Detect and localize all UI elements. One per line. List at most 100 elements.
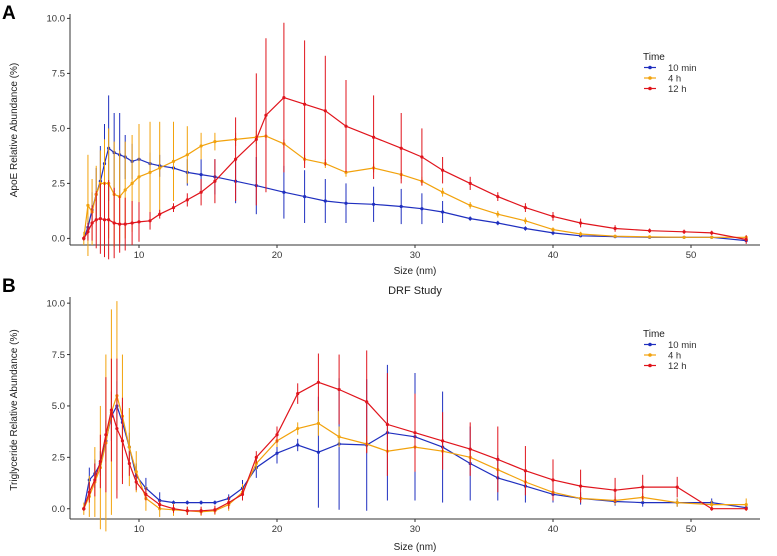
y-tick-label-b: 5.0: [52, 401, 65, 412]
y-ticks-b: 0.0 2.5 5.0 7.5 10.0: [47, 298, 70, 515]
data-point: [710, 235, 714, 239]
legend-swatch-point: [648, 65, 652, 70]
data-point: [213, 179, 217, 183]
data-point: [316, 421, 320, 426]
y-tick-label-b: 2.5: [52, 453, 65, 464]
series-group-b: [82, 301, 748, 532]
data-point: [185, 198, 189, 202]
data-point: [523, 469, 528, 473]
data-point: [641, 500, 645, 505]
data-point: [413, 431, 417, 435]
data-point: [579, 484, 583, 488]
data-point: [441, 168, 445, 172]
data-point: [385, 422, 389, 427]
data-point: [641, 485, 645, 489]
x-tick-label-a: 20: [272, 250, 283, 261]
data-point: [127, 461, 131, 466]
data-point: [102, 218, 107, 222]
chart-panel-b: DRF Study 10 20 30 40 50 0.0 2.5 5.0 7.5 10.0 Si…: [9, 285, 760, 553]
data-point: [420, 207, 424, 211]
x-tick-label-b: 30: [410, 524, 421, 535]
data-point: [710, 507, 714, 511]
data-point: [199, 190, 203, 194]
y-axis-label-a: ApoE Relative Abundance (%): [9, 63, 20, 198]
data-point: [344, 201, 348, 205]
data-point: [399, 204, 403, 209]
data-point: [744, 507, 748, 511]
data-point: [158, 503, 162, 507]
data-point: [158, 212, 162, 216]
data-point: [303, 102, 307, 106]
legend-label: 4 h: [668, 74, 681, 85]
data-point: [468, 181, 472, 185]
data-point: [710, 231, 714, 235]
data-point: [185, 153, 189, 157]
data-point: [109, 408, 113, 412]
chart-panel-a: 10 20 30 40 50 0.0 2.5 5.0 7.5 10.0 Size (nm) Ap…: [9, 14, 760, 277]
data-point: [441, 210, 445, 214]
data-point: [123, 222, 127, 226]
data-point: [275, 433, 279, 437]
data-point: [337, 435, 341, 439]
data-point: [127, 445, 131, 449]
data-point: [344, 124, 348, 128]
series-group-a: [82, 22, 748, 260]
x-tick-label-b: 20: [272, 524, 283, 535]
y-tick-label-a: 10.0: [47, 14, 66, 25]
data-point: [86, 230, 90, 234]
data-point: [296, 426, 300, 431]
data-point: [523, 219, 528, 223]
legend-swatch-point: [648, 76, 652, 80]
x-ticks-b: 10 20 30 40 50: [134, 519, 697, 535]
data-point: [227, 500, 231, 505]
data-point: [120, 439, 125, 443]
data-point: [240, 492, 245, 496]
data-point: [441, 439, 445, 443]
data-point: [682, 230, 686, 234]
data-point: [213, 508, 217, 512]
series-12h-a: [82, 22, 748, 260]
data-point: [93, 478, 97, 482]
legend-swatch-point: [648, 86, 652, 91]
data-point: [171, 159, 176, 163]
data-point: [86, 203, 90, 207]
data-point: [316, 380, 320, 384]
data-point: [134, 470, 138, 474]
data-point: [744, 237, 748, 242]
legend-swatch-point: [648, 353, 652, 357]
x-axis-label-b: Size (nm): [394, 542, 437, 553]
data-point: [551, 214, 555, 218]
data-point: [171, 507, 176, 511]
data-point: [551, 478, 555, 482]
data-point: [648, 229, 652, 233]
legend-label: 12 h: [668, 84, 687, 95]
data-point: [82, 236, 86, 240]
legend-label: 10 min: [668, 63, 697, 74]
data-point: [523, 226, 528, 231]
data-point: [123, 188, 127, 192]
data-point: [213, 140, 217, 144]
data-point: [254, 137, 258, 141]
data-point: [648, 235, 652, 239]
data-point: [137, 220, 141, 224]
data-point: [130, 221, 134, 225]
data-point: [468, 217, 472, 221]
series-12h-b: [82, 350, 748, 515]
x-tick-label-a: 40: [548, 250, 559, 261]
data-point: [468, 447, 472, 451]
data-point: [523, 206, 528, 210]
data-point: [613, 488, 617, 492]
data-point: [675, 500, 679, 505]
legend-label: 4 h: [668, 351, 681, 362]
data-point: [112, 221, 116, 225]
data-point: [496, 195, 500, 199]
data-point: [199, 509, 203, 513]
data-point: [682, 235, 686, 239]
x-tick-label-b: 50: [686, 524, 697, 535]
data-point: [323, 199, 327, 203]
data-point: [372, 135, 376, 139]
data-point: [213, 500, 217, 505]
y-tick-label-b: 0.0: [52, 504, 65, 515]
